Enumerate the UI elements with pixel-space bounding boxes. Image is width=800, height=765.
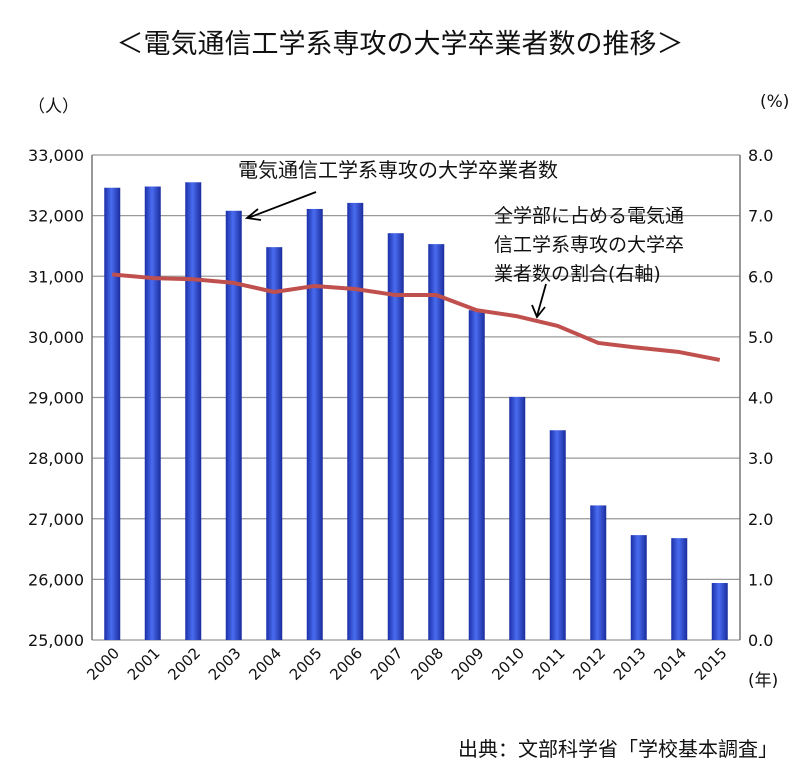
x-axis-unit: (年) xyxy=(748,671,779,691)
annotation-line-label: 業者数の割合(右軸) xyxy=(494,263,661,285)
x-tick-label: 2014 xyxy=(650,644,690,684)
ratio-line xyxy=(112,272,721,362)
x-tick-label: 2000 xyxy=(83,644,123,684)
y2-tick-label: 4.0 xyxy=(748,389,773,408)
y2-axis-unit: (%) xyxy=(760,92,790,112)
x-tick-label: 2015 xyxy=(691,644,731,684)
x-tick-label: 2002 xyxy=(164,644,204,684)
y-tick-label: 33,000 xyxy=(28,146,84,165)
y2-tick-label: 2.0 xyxy=(748,510,773,529)
annotation-bar-label: 電気通信工学系専攻の大学卒業者数 xyxy=(238,158,558,182)
annotation-arrow xyxy=(536,283,547,317)
bar xyxy=(387,233,404,641)
y2-tick-label: 6.0 xyxy=(748,267,773,286)
y-tick-label: 32,000 xyxy=(28,207,84,226)
annotation-arrow xyxy=(247,191,317,219)
bar xyxy=(428,244,445,640)
y2-tick-label: 0.0 xyxy=(748,631,773,650)
chart-title: ＜電気通信工学系専攻の大学卒業者数の推移＞ xyxy=(116,29,684,60)
annotation-arrowhead xyxy=(531,304,546,319)
y-tick-label: 27,000 xyxy=(28,510,84,529)
x-tick-label: 2008 xyxy=(407,644,447,684)
x-tick-label: 2013 xyxy=(610,644,650,684)
y2-tick-label: 8.0 xyxy=(748,146,773,165)
bar xyxy=(549,430,566,640)
bar xyxy=(266,247,283,640)
annotation-arrowhead xyxy=(244,208,262,221)
x-tick-label: 2004 xyxy=(245,644,285,684)
x-tick-label: 2006 xyxy=(326,644,366,684)
bar xyxy=(306,208,323,641)
bar xyxy=(671,538,688,640)
bar xyxy=(104,187,121,641)
bar xyxy=(468,310,485,640)
y-tick-label: 29,000 xyxy=(28,389,84,408)
bar xyxy=(509,396,526,640)
bar xyxy=(347,202,364,641)
x-tick-label: 2010 xyxy=(488,644,528,684)
y-tick-label: 28,000 xyxy=(28,449,84,468)
y-tick-label: 26,000 xyxy=(28,570,84,589)
x-tick-label: 2003 xyxy=(205,644,245,684)
y2-tick-label: 3.0 xyxy=(748,449,773,468)
bar xyxy=(185,182,202,640)
x-tick-label: 2012 xyxy=(569,644,609,684)
x-tick-label: 2009 xyxy=(448,644,488,684)
bar xyxy=(590,505,607,640)
y2-tick-label: 5.0 xyxy=(748,328,773,347)
annotation-line-label: 全学部に占める電気通 xyxy=(494,205,684,227)
y2-tick-label: 7.0 xyxy=(748,207,773,226)
bar xyxy=(225,210,242,640)
y2-tick-label: 1.0 xyxy=(748,570,773,589)
y-tick-label: 25,000 xyxy=(28,631,84,650)
x-tick-label: 2001 xyxy=(124,644,164,684)
x-tick-label: 2007 xyxy=(367,644,407,684)
y-tick-label: 31,000 xyxy=(28,267,84,286)
y-tick-label: 30,000 xyxy=(28,328,84,347)
bar xyxy=(630,535,647,640)
source-note: 出典：文部科学省「学校基本調査」 xyxy=(458,737,778,761)
y-axis-unit: （人） xyxy=(28,97,79,117)
x-tick-label: 2005 xyxy=(286,644,326,684)
bar xyxy=(711,583,728,640)
bar xyxy=(144,186,161,640)
annotation-line-label: 信工学系専攻の大学卒 xyxy=(494,234,684,256)
x-tick-label: 2011 xyxy=(529,644,569,684)
